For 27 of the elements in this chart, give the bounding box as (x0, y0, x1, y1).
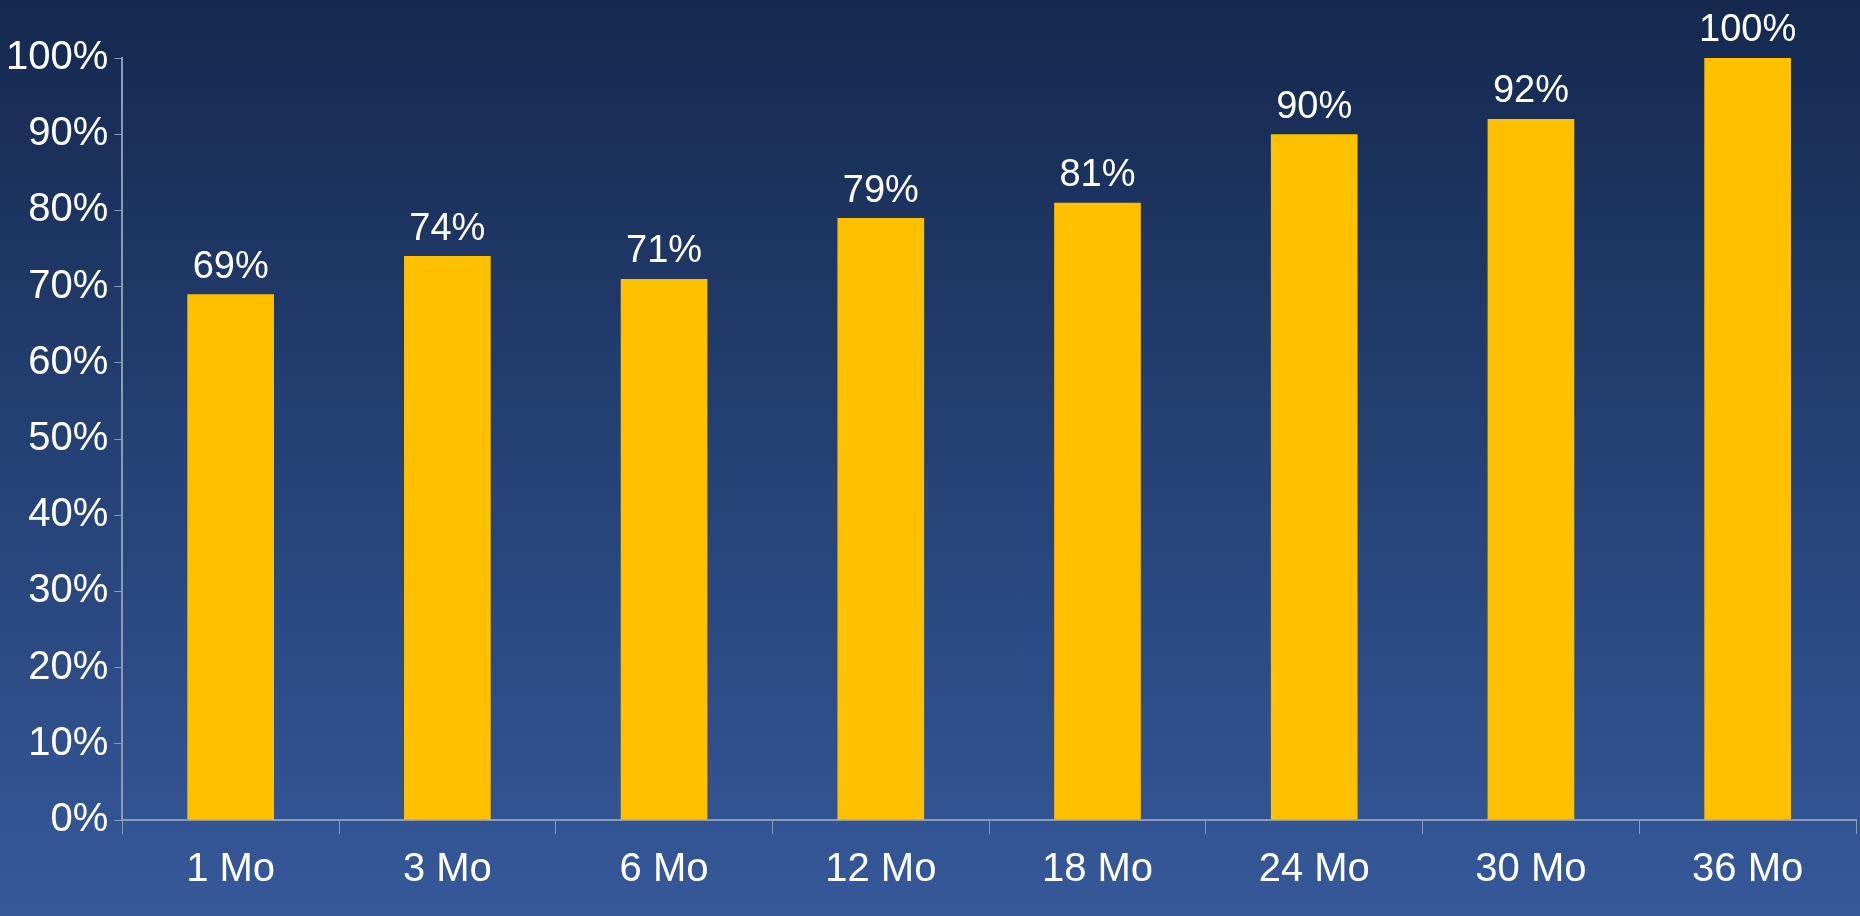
x-tick-label: 12 Mo (825, 845, 937, 890)
y-tick-label: 40% (28, 490, 109, 535)
data-label: 79% (842, 167, 919, 210)
y-tick-label: 90% (28, 109, 109, 154)
y-tick-label: 70% (28, 261, 109, 306)
x-tick-label: 24 Mo (1258, 845, 1370, 890)
data-label: 81% (1059, 152, 1136, 195)
x-tick-label: 3 Mo (402, 845, 492, 890)
y-tick-label: 60% (28, 337, 109, 382)
data-label: 74% (409, 205, 486, 248)
y-tick-label: 0% (50, 795, 109, 840)
data-label: 69% (192, 243, 269, 286)
x-tick-label: 36 Mo (1692, 845, 1804, 890)
data-label: 100% (1699, 7, 1797, 50)
x-tick-label: 18 Mo (1041, 845, 1154, 890)
data-label: 92% (1492, 68, 1569, 111)
y-tick-label: 50% (28, 414, 109, 459)
y-tick-label: 100% (5, 33, 109, 78)
x-tick-label: 6 Mo (619, 845, 709, 890)
data-label: 71% (626, 228, 703, 271)
x-tick-label: 1 Mo (186, 845, 276, 890)
y-tick-label: 30% (28, 566, 109, 611)
x-tick-label: 30 Mo (1475, 845, 1587, 890)
data-label: 90% (1276, 83, 1353, 126)
y-tick-label: 20% (28, 642, 109, 687)
y-tick-label: 80% (28, 185, 109, 230)
y-tick-label: 10% (28, 718, 109, 763)
